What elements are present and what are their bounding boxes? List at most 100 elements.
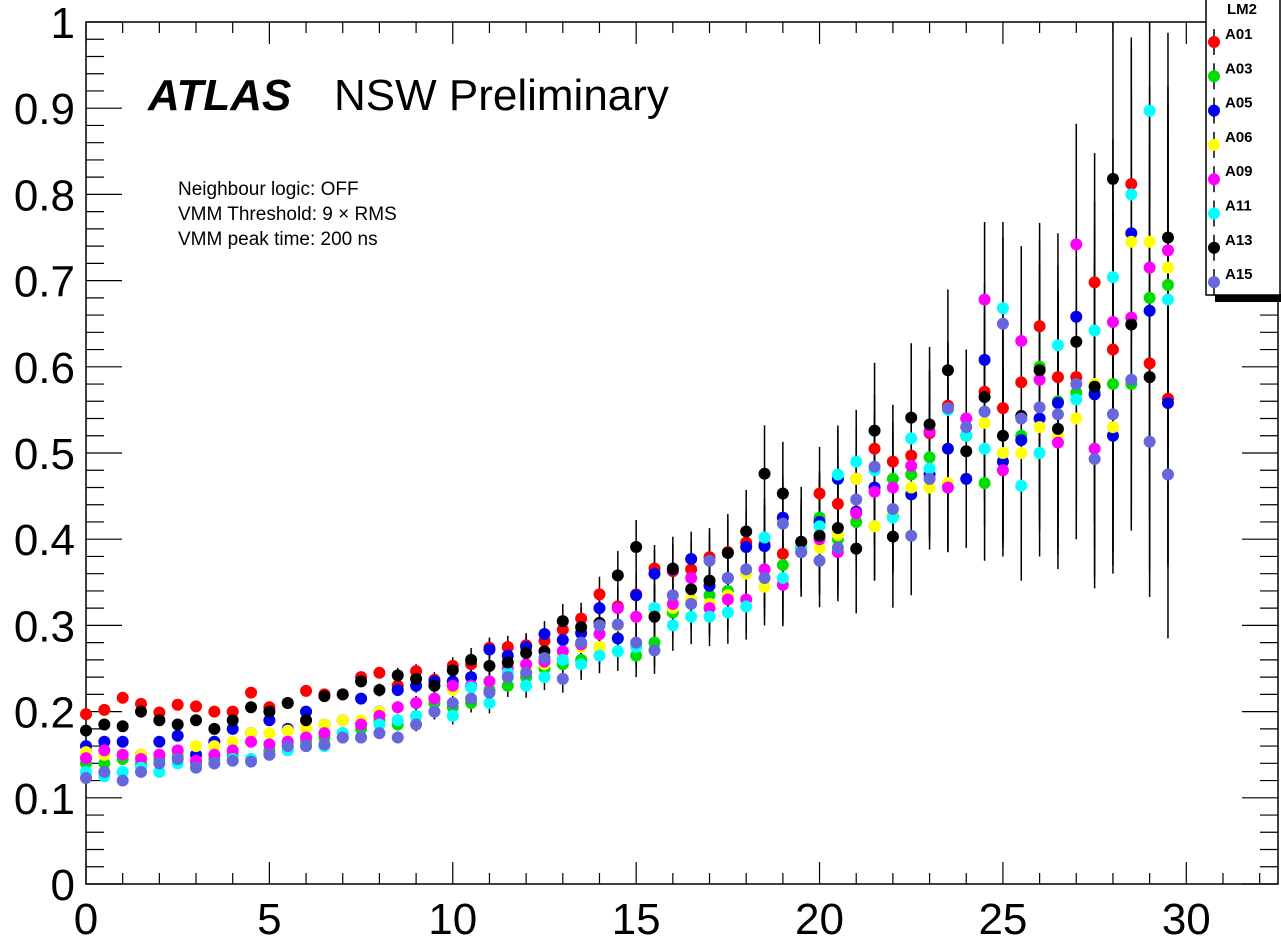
data-point [1015,434,1028,447]
y-tick-label: 0.4 [14,516,75,565]
data-point [208,722,221,735]
data-point [1106,408,1119,421]
data-point [190,714,203,727]
data-point [1106,343,1119,356]
data-point [428,679,441,692]
data-point [281,740,294,753]
data-point [190,740,203,753]
data-point [336,688,349,701]
data-point [703,574,716,587]
data-point [996,429,1009,442]
data-point [960,472,973,485]
x-tick-label: 15 [612,895,661,937]
data-point [721,546,734,559]
data-point [465,671,478,684]
data-point [776,571,789,584]
data-point [978,293,991,306]
data-point [758,580,771,593]
data-point [923,451,936,464]
atlas-rest-text: NSW Preliminary [334,71,669,120]
data-point [1015,334,1028,347]
data-point [116,720,129,733]
data-point [208,748,221,761]
data-point [1143,371,1156,384]
data-point [831,468,844,481]
data-point [905,432,918,445]
data-point [1143,357,1156,370]
data-point [263,705,276,718]
data-point [171,698,184,711]
data-point [300,705,313,718]
data-point [1161,397,1174,410]
data-point [1106,421,1119,434]
data-point [318,738,331,751]
data-point [978,416,991,429]
data-point [501,679,514,692]
data-point [831,541,844,554]
data-point [886,503,899,516]
data-point [795,535,808,548]
data-point [355,692,368,705]
data-point [1161,231,1174,244]
data-point [1106,172,1119,185]
data-point [721,593,734,606]
x-tick-label: 30 [1162,895,1211,937]
data-point [978,442,991,455]
data-point [520,646,533,659]
data-point [868,460,881,473]
data-point [703,589,716,602]
y-tick-label: 1 [51,0,75,48]
data-point [1051,397,1064,410]
data-point [996,464,1009,477]
data-point [996,402,1009,415]
data-point [556,672,569,685]
data-point [703,554,716,567]
data-point [978,390,991,403]
data-point [630,636,643,649]
data-point [208,705,221,718]
data-point [483,686,496,699]
data-point [318,718,331,731]
data-point [226,754,239,767]
data-point [1106,271,1119,284]
data-point [850,515,863,528]
y-tick-label: 0.8 [14,171,75,220]
legend-title: LM2 [1227,1,1257,18]
y-tick-label: 0.5 [14,430,75,479]
data-point [611,618,624,631]
data-point [1088,324,1101,337]
data-point [960,429,973,442]
data-point [355,675,368,688]
data-point [446,696,459,709]
data-point [391,714,404,727]
data-point [300,731,313,744]
legend-marker [1208,173,1220,186]
data-point [1125,227,1138,240]
data-point [1088,442,1101,455]
data-point [685,583,698,596]
data-point [116,774,129,787]
data-point [593,602,606,615]
data-point [593,588,606,601]
data-point [758,571,771,584]
data-point [813,554,826,567]
data-point [575,658,588,671]
data-point [245,755,258,768]
data-point [941,442,954,455]
data-point [978,353,991,366]
legend-label: A03 [1225,60,1253,77]
data-point [685,597,698,610]
data-point [905,459,918,472]
data-point [630,540,643,553]
data-point [538,671,551,684]
legend-marker [1208,70,1220,83]
data-point [263,714,276,727]
data-point [886,511,899,524]
data-point [611,602,624,615]
x-tick-label: 25 [978,895,1027,937]
data-point [868,485,881,498]
data-point [813,529,826,542]
data-point [1070,238,1083,251]
data-point [300,740,313,753]
data-point [153,765,166,778]
